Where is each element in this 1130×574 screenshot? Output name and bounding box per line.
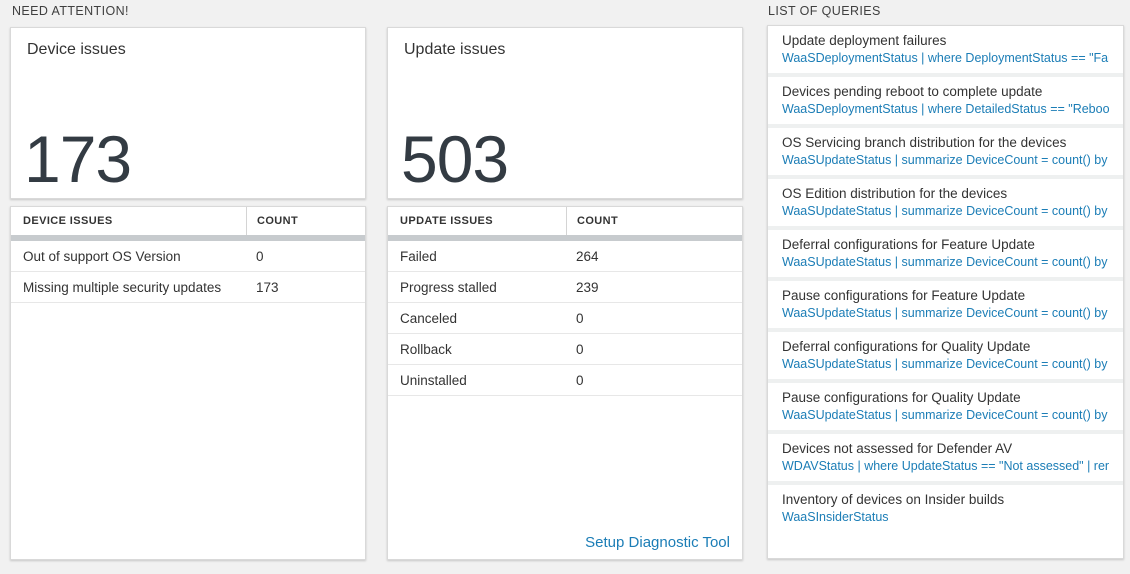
query-list-item[interactable]: Devices not assessed for Defender AV WDA… — [768, 430, 1123, 481]
device-issues-column-header: DEVICE ISSUES — [23, 215, 113, 227]
table-row[interactable]: Out of support OS Version 0 — [11, 241, 365, 272]
row-count: 0 — [576, 341, 584, 357]
query-title: Inventory of devices on Insider builds — [782, 492, 1005, 507]
table-row[interactable]: Progress stalled 239 — [388, 272, 742, 303]
query-code: WaaSUpdateStatus | summarize DeviceCount… — [782, 306, 1109, 320]
table-row[interactable]: Uninstalled 0 — [388, 365, 742, 396]
query-code: WaaSDeploymentStatus | where DeploymentS… — [782, 51, 1109, 65]
query-list-item[interactable]: OS Servicing branch distribution for the… — [768, 124, 1123, 175]
device-issues-card[interactable]: Device issues 173 — [10, 27, 366, 199]
row-count: 0 — [576, 310, 584, 326]
row-count: 0 — [576, 372, 584, 388]
query-title: Pause configurations for Feature Update — [782, 288, 1026, 303]
device-issues-card-title: Device issues — [27, 41, 126, 58]
device-count-column-header: COUNT — [246, 207, 365, 235]
query-code: WaaSUpdateStatus | summarize DeviceCount… — [782, 204, 1109, 218]
row-label: Uninstalled — [400, 372, 467, 388]
query-list-item[interactable]: Pause configurations for Quality Update … — [768, 379, 1123, 430]
query-code: WaaSUpdateStatus | summarize DeviceCount… — [782, 408, 1109, 422]
query-code: WaaSUpdateStatus | summarize DeviceCount… — [782, 153, 1109, 167]
row-count: 173 — [256, 279, 279, 295]
query-title: OS Servicing branch distribution for the… — [782, 135, 1067, 150]
table-row[interactable]: Canceled 0 — [388, 303, 742, 334]
update-issues-card[interactable]: Update issues 503 — [387, 27, 743, 199]
query-code: WaaSInsiderStatus — [782, 510, 889, 524]
query-title: OS Edition distribution for the devices — [782, 186, 1008, 201]
update-issues-column-header: UPDATE ISSUES — [400, 215, 494, 227]
query-title: Deferral configurations for Feature Upda… — [782, 237, 1035, 252]
row-count: 264 — [576, 248, 599, 264]
query-code: WaaSUpdateStatus | summarize DeviceCount… — [782, 255, 1109, 269]
row-label: Failed — [400, 248, 437, 264]
query-title: Devices not assessed for Defender AV — [782, 441, 1013, 456]
row-label: Canceled — [400, 310, 458, 326]
query-list-item[interactable]: Update deployment failures WaaSDeploymen… — [768, 26, 1123, 73]
update-issues-card-title: Update issues — [404, 41, 506, 58]
update-count-column-header: COUNT — [566, 207, 742, 235]
query-title: Deferral configurations for Quality Upda… — [782, 339, 1031, 354]
update-issues-table-header: UPDATE ISSUES COUNT — [388, 207, 742, 235]
row-count: 0 — [256, 248, 264, 264]
update-issues-table: UPDATE ISSUES COUNT Failed 264 Progress … — [387, 206, 743, 560]
query-code: WaaSUpdateStatus | summarize DeviceCount… — [782, 357, 1109, 371]
table-row[interactable]: Failed 264 — [388, 241, 742, 272]
query-code: WDAVStatus | where UpdateStatus == "Not … — [782, 459, 1109, 473]
device-issues-table: DEVICE ISSUES COUNT Out of support OS Ve… — [10, 206, 366, 560]
update-issues-count: 503 — [401, 122, 509, 197]
setup-diagnostic-tool-link[interactable]: Setup Diagnostic Tool — [585, 534, 730, 551]
row-label: Missing multiple security updates — [23, 279, 222, 295]
header-separator-band — [11, 235, 365, 241]
query-code: WaaSDeploymentStatus | where DetailedSta… — [782, 102, 1109, 116]
need-attention-section-title: NEED ATTENTION! — [12, 4, 129, 18]
query-list-item[interactable]: Pause configurations for Feature Update … — [768, 277, 1123, 328]
row-label: Progress stalled — [400, 279, 497, 295]
row-label: Rollback — [400, 341, 452, 357]
list-of-queries-section-title: LIST OF QUERIES — [768, 4, 881, 18]
table-row[interactable]: Rollback 0 — [388, 334, 742, 365]
header-separator-band — [388, 235, 742, 241]
device-issues-table-header: DEVICE ISSUES COUNT — [11, 207, 365, 235]
query-list-item[interactable]: OS Edition distribution for the devices … — [768, 175, 1123, 226]
table-row[interactable]: Missing multiple security updates 173 — [11, 272, 365, 303]
query-list-item[interactable]: Devices pending reboot to complete updat… — [768, 73, 1123, 124]
query-list-item[interactable]: Inventory of devices on Insider builds W… — [768, 481, 1123, 532]
query-list-item[interactable]: Deferral configurations for Quality Upda… — [768, 328, 1123, 379]
row-label: Out of support OS Version — [23, 248, 181, 264]
list-of-queries-panel: Update deployment failures WaaSDeploymen… — [767, 25, 1124, 559]
query-list-item[interactable]: Deferral configurations for Feature Upda… — [768, 226, 1123, 277]
device-issues-count: 173 — [24, 122, 132, 197]
row-count: 239 — [576, 279, 599, 295]
query-title: Pause configurations for Quality Update — [782, 390, 1021, 405]
query-title: Devices pending reboot to complete updat… — [782, 84, 1043, 99]
query-title: Update deployment failures — [782, 33, 947, 48]
